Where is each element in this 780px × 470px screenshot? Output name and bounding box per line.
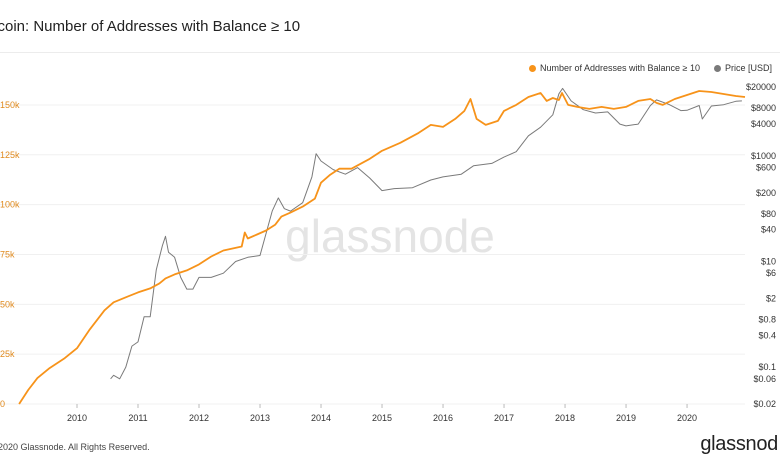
x-tick-label: 2015 bbox=[372, 413, 392, 423]
y-right-tick-label: $200 bbox=[756, 188, 776, 198]
y-right-tick-label: $600 bbox=[756, 163, 776, 173]
x-tick-label: 2013 bbox=[250, 413, 270, 423]
y-left-tick-label: 25k bbox=[0, 349, 15, 359]
x-tick-label: 2017 bbox=[494, 413, 514, 423]
grid-lines bbox=[0, 104, 745, 405]
x-tick-label: 2011 bbox=[128, 413, 147, 423]
legend-label-price: Price [USD] bbox=[724, 63, 772, 73]
y-left-tick-label: 150k bbox=[0, 100, 20, 110]
header-divider bbox=[0, 52, 780, 53]
y-axis-right: $20000 $8000 $4000 $1000 $600 $200 $80 $40 $10 $6… bbox=[746, 82, 776, 409]
y-right-tick-label: $0.06 bbox=[753, 374, 776, 384]
chart-title: itcoin: Number of Addresses with Balance… bbox=[0, 18, 301, 35]
x-tick-label: 2014 bbox=[311, 413, 331, 423]
x-tick-label: 2019 bbox=[616, 413, 636, 423]
y-right-tick-label: $6 bbox=[766, 268, 776, 278]
y-axis-left: 0 25k 50k 75k 100k 125k 150k bbox=[0, 100, 20, 409]
y-right-tick-label: $4000 bbox=[751, 119, 776, 129]
y-left-tick-label: 50k bbox=[0, 299, 15, 309]
y-right-tick-label: $1000 bbox=[751, 151, 776, 161]
chart-legend: Number of Addresses with Balance ≥ 10 Pr… bbox=[528, 63, 772, 73]
legend-item-price[interactable]: Price [USD] bbox=[713, 63, 772, 73]
y-right-tick-label: $80 bbox=[761, 209, 776, 219]
x-tick-label: 2010 bbox=[67, 413, 87, 423]
x-tick-label: 2012 bbox=[189, 413, 209, 423]
series-line-price bbox=[110, 87, 742, 380]
legend-swatch-addresses bbox=[528, 64, 536, 72]
y-left-tick-label: 125k bbox=[0, 150, 20, 160]
y-right-tick-label: $8000 bbox=[751, 103, 776, 113]
y-right-tick-label: $20000 bbox=[746, 82, 776, 92]
series-lines bbox=[18, 87, 746, 405]
footer-brand-logo: glassnod bbox=[700, 433, 778, 455]
x-tick-label: 2016 bbox=[433, 413, 453, 423]
watermark-text: glassnode bbox=[285, 210, 495, 262]
x-tick-label: 2018 bbox=[555, 413, 575, 423]
legend-item-addresses[interactable]: Number of Addresses with Balance ≥ 10 bbox=[528, 63, 700, 73]
y-left-tick-label: 75k bbox=[0, 249, 15, 259]
y-left-tick-label: 0 bbox=[0, 399, 5, 409]
y-left-tick-label: 100k bbox=[0, 200, 20, 210]
y-right-tick-label: $0.8 bbox=[758, 314, 776, 324]
y-right-tick-label: $0.1 bbox=[758, 362, 776, 372]
y-right-tick-label: $10 bbox=[761, 256, 776, 266]
y-right-tick-label: $2 bbox=[766, 293, 776, 303]
series-line-addresses bbox=[18, 90, 746, 405]
legend-label-addresses: Number of Addresses with Balance ≥ 10 bbox=[539, 63, 700, 73]
y-right-tick-label: $0.4 bbox=[758, 330, 776, 340]
legend-swatch-price bbox=[713, 64, 721, 72]
footer-copyright: 2020 Glassnode. All Rights Reserved. bbox=[0, 442, 150, 452]
y-right-tick-label: $0.02 bbox=[753, 399, 776, 409]
y-right-tick-label: $40 bbox=[761, 225, 776, 235]
x-tick-label: 2020 bbox=[677, 413, 697, 423]
x-axis: 2010 2011 2012 2013 2014 2015 2016 2017 2018 2019… bbox=[67, 404, 697, 423]
